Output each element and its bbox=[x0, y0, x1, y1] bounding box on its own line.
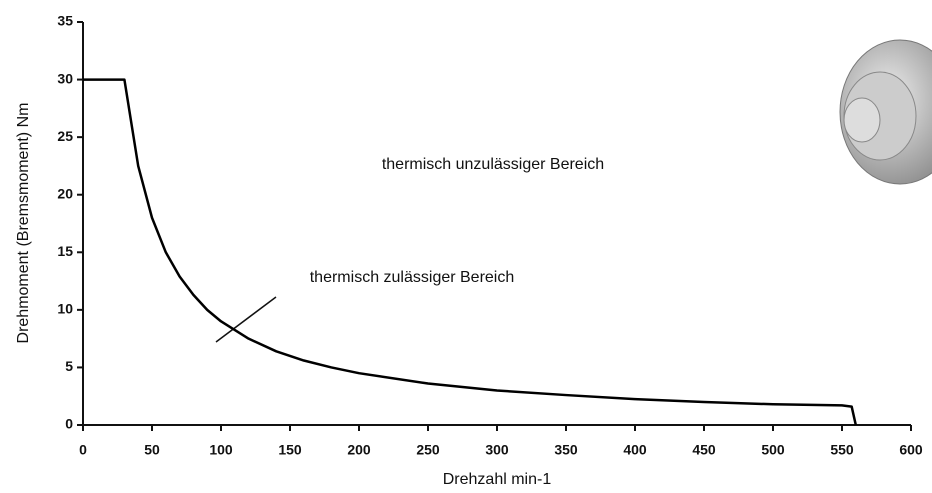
x-tick-label: 200 bbox=[347, 442, 371, 458]
y-tick-label: 20 bbox=[57, 185, 73, 201]
annotation: thermisch unzulässiger Bereich bbox=[382, 156, 604, 173]
x-tick-label: 250 bbox=[416, 442, 440, 458]
x-tick-label: 550 bbox=[830, 442, 854, 458]
x-tick-label: 350 bbox=[554, 442, 578, 458]
x-tick-label: 600 bbox=[899, 442, 923, 458]
x-tick-label: 500 bbox=[761, 442, 785, 458]
y-tick-label: 30 bbox=[57, 70, 73, 86]
y-axis-label: Drehmoment (Bremsmoment) Nm bbox=[15, 103, 32, 344]
y-tick-label: 5 bbox=[65, 358, 73, 374]
annotation: thermisch zulässiger Bereich bbox=[310, 269, 515, 286]
annotation-pointer bbox=[215, 296, 277, 343]
x-tick-label: 50 bbox=[144, 442, 160, 458]
x-axis-label: Drehzahl min-1 bbox=[443, 471, 552, 488]
x-tick-label: 450 bbox=[692, 442, 716, 458]
shaft-icon bbox=[839, 39, 932, 185]
line bbox=[83, 78, 858, 426]
x-tick-label: 400 bbox=[623, 442, 647, 458]
y-tick-label: 15 bbox=[57, 243, 73, 259]
y-tick-label: 25 bbox=[57, 128, 73, 144]
y-tick-label: 35 bbox=[57, 13, 73, 29]
x-tick-label: 150 bbox=[278, 442, 302, 458]
x-tick-label: 0 bbox=[79, 442, 87, 458]
y-tick-label: 0 bbox=[65, 416, 73, 432]
x-tick-label: 100 bbox=[209, 442, 233, 458]
y-tick-label: 10 bbox=[57, 301, 73, 317]
x-tick-label: 300 bbox=[485, 442, 509, 458]
